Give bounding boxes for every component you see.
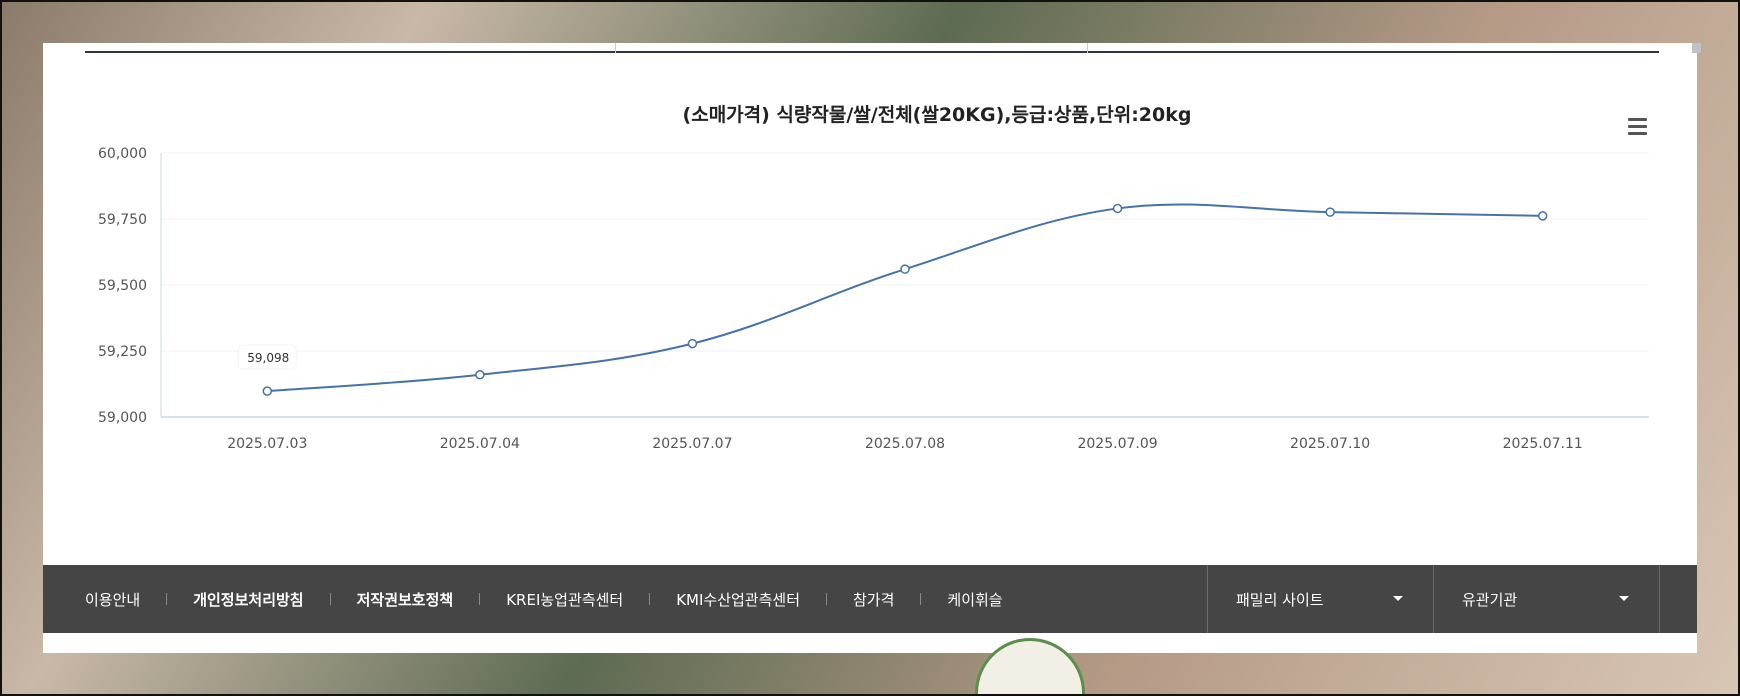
chart-menu-button[interactable] [1621,113,1653,139]
x-tick-label: 2025.07.07 [652,436,732,452]
series-line [267,203,1543,393]
footer-link-divider [166,593,168,605]
related-orgs-label: 유관기관 [1462,590,1518,609]
data-point [900,264,910,274]
caret-down-icon [1393,596,1403,601]
hamburger-menu-icon [1627,124,1647,128]
footer-link-divider [649,593,651,605]
content-panel: (소매가격) 식량작물/쌀/전체(쌀20KG),등급:상품,단위:20kg 59,… [43,43,1701,653]
footer-link-divider [479,593,481,605]
x-tick-label: 2025.07.10 [1290,436,1370,452]
chart-title: (소매가격) 식량작물/쌀/전체(쌀20KG),등급:상품,단위:20kg [683,104,1192,126]
footer-link-divider [826,593,827,605]
footer-link-divider [920,593,922,605]
x-tick-label: 2025.07.04 [440,436,520,452]
footer-links: 이용안내 개인정보처리방침 저작권보호정책 KREI농업관측센터 KMI수산업관측센터 참… [85,565,1003,633]
hamburger-menu-icon [1627,131,1647,135]
x-tick-label: 2025.07.09 [1077,436,1157,452]
scrollbar-thumb[interactable] [1692,43,1701,53]
footer-link[interactable]: KMI수산업관측센터 [676,590,800,609]
tab-separator [1087,43,1088,53]
y-tick-label: 59,000 [98,410,147,426]
caret-down-icon [1619,596,1629,601]
data-point [1537,211,1548,221]
data-point [475,370,485,380]
tab-separator [615,43,616,53]
x-tick-label: 2025.07.03 [227,436,307,452]
footer-link-divider [329,593,331,605]
footer-divider [1659,565,1660,633]
tab-bar-edge [85,43,1701,53]
x-tick-label: 2025.07.08 [865,436,945,452]
footer-link[interactable]: KREI농업관측센터 [506,590,624,609]
y-tick-label: 59,250 [98,344,147,360]
x-tick-label: 2025.07.11 [1503,436,1583,452]
data-point [687,338,698,349]
footer-link[interactable]: 케이휘슬 [947,590,1003,609]
y-tick-label: 59,750 [98,212,147,228]
y-tick-label: 60,000 [98,146,147,162]
tooltip-value: 59,098 [247,351,289,365]
footer-link[interactable]: 이용안내 [85,590,141,609]
site-footer: 이용안내 개인정보처리방침 저작권보호정책 KREI농업관측센터 KMI수산업관측센터 참… [43,565,1697,633]
data-point [1325,207,1335,217]
family-site-label: 패밀리 사이트 [1236,590,1324,609]
footer-link[interactable]: 참가격 [853,590,895,609]
price-line-chart: (소매가격) 식량작물/쌀/전체(쌀20KG),등급:상품,단위:20kg 59,… [98,104,1649,452]
tooltip-box [237,344,297,370]
related-orgs-select[interactable]: 유관기관 [1433,565,1659,633]
family-site-select[interactable]: 패밀리 사이트 [1207,565,1433,633]
data-point [262,386,273,396]
footer-bottom-strip [43,633,1697,653]
footer-link[interactable]: 개인정보처리방침 [193,590,304,609]
y-tick-label: 59,500 [98,278,147,294]
hamburger-menu-icon [1627,117,1647,121]
footer-link[interactable]: 저작권보호정책 [356,590,454,609]
data-point [1112,203,1123,214]
